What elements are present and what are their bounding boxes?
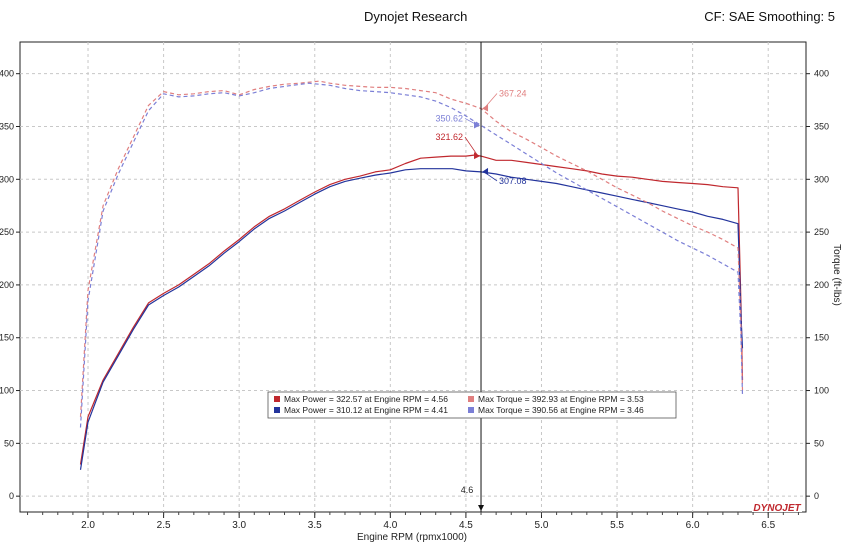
rpm-cursor-label: 4.6: [461, 485, 474, 495]
x-axis-label: Engine RPM (rpmx1000): [357, 532, 467, 543]
cursor-value-label: 307.08: [499, 176, 527, 186]
series-line-2: [79, 168, 744, 470]
y-tick-label-right: 300: [814, 174, 829, 184]
x-tick-label: 2.0: [81, 520, 95, 531]
chart-title: Dynojet Research: [364, 9, 468, 24]
legend-entry: Max Torque = 392.93 at Engine RPM = 3.53: [478, 394, 644, 404]
y-tick-label-left: 0: [9, 491, 14, 501]
series-line-1: [79, 154, 744, 465]
legend-entry: Max Power = 310.12 at Engine RPM = 4.41: [284, 405, 448, 415]
y-axis-label-right: Torque (ft-lbs): [831, 244, 842, 306]
axes: 2.0 2.5 3.0 3.5 4.0 4.5 5.0 5.5 6.0 6.5 0 0 50 50 100 1…: [0, 69, 829, 531]
y-tick-label-left: 400: [0, 69, 14, 79]
legend: Max Power = 322.57 at Engine RPM = 4.56 M…: [267, 391, 677, 419]
x-tick-label: 5.5: [610, 520, 624, 531]
chart-settings-label: CF: SAE Smoothing: 5: [704, 9, 835, 24]
x-tick-label: 4.0: [383, 520, 397, 531]
y-tick-label-left: 300: [0, 174, 14, 184]
dynojet-logo: DYNOJET: [752, 502, 802, 514]
legend-entry: Max Power = 322.57 at Engine RPM = 4.56: [284, 394, 448, 404]
cursor-value-arrow: [474, 152, 481, 160]
x-tick-label: 6.0: [686, 520, 700, 531]
cursor-value-arrow: [482, 104, 489, 112]
cursor-value-arrow: [482, 167, 489, 175]
y-tick-label-left: 250: [0, 227, 14, 237]
y-tick-label-right: 50: [814, 438, 824, 448]
series-line-3: [79, 80, 744, 417]
x-tick-label: 2.5: [157, 520, 171, 531]
legend-swatch: [274, 407, 280, 413]
y-tick-label-right: 0: [814, 491, 819, 501]
series-line-4: [79, 82, 744, 428]
y-tick-label-right: 250: [814, 227, 829, 237]
y-tick-label-right: 350: [814, 121, 829, 131]
y-tick-label-left: 100: [0, 386, 14, 396]
y-tick-label-right: 200: [814, 280, 829, 290]
grid-lines: [20, 42, 806, 512]
legend-swatch: [468, 396, 474, 402]
svg-text:DYNOJET: DYNOJET: [753, 503, 801, 514]
legend-swatch: [274, 396, 280, 402]
cursor-value-label: 367.24: [499, 89, 527, 99]
cursor-value-label: 321.62: [435, 132, 463, 142]
cursor-value-arrow: [474, 121, 481, 129]
cursor-group: 4.6 367.24 321.62 350.62 307.08: [435, 42, 527, 512]
y-tick-label-right: 150: [814, 333, 829, 343]
plot-background: [19, 41, 807, 513]
rpm-cursor-arrow: [478, 505, 485, 511]
x-tick-label: 3.5: [308, 520, 322, 531]
cursor-value-label: 350.62: [435, 113, 463, 123]
x-tick-label: 4.5: [459, 520, 473, 531]
cursor-value-leader: [464, 136, 479, 157]
x-tick-label: 6.5: [761, 520, 775, 531]
y-tick-label-left: 200: [0, 280, 14, 290]
y-tick-label-left: 350: [0, 121, 14, 131]
x-tick-label: 5.0: [535, 520, 549, 531]
y-tick-label-right: 100: [814, 386, 829, 396]
x-tick-label: 3.0: [232, 520, 246, 531]
series-group: [79, 80, 744, 470]
legend-swatch: [468, 407, 474, 413]
legend-entry: Max Torque = 390.56 at Engine RPM = 3.46: [478, 405, 644, 415]
y-tick-label-left: 150: [0, 333, 14, 343]
y-tick-label-right: 400: [814, 69, 829, 79]
y-tick-label-left: 50: [4, 438, 14, 448]
